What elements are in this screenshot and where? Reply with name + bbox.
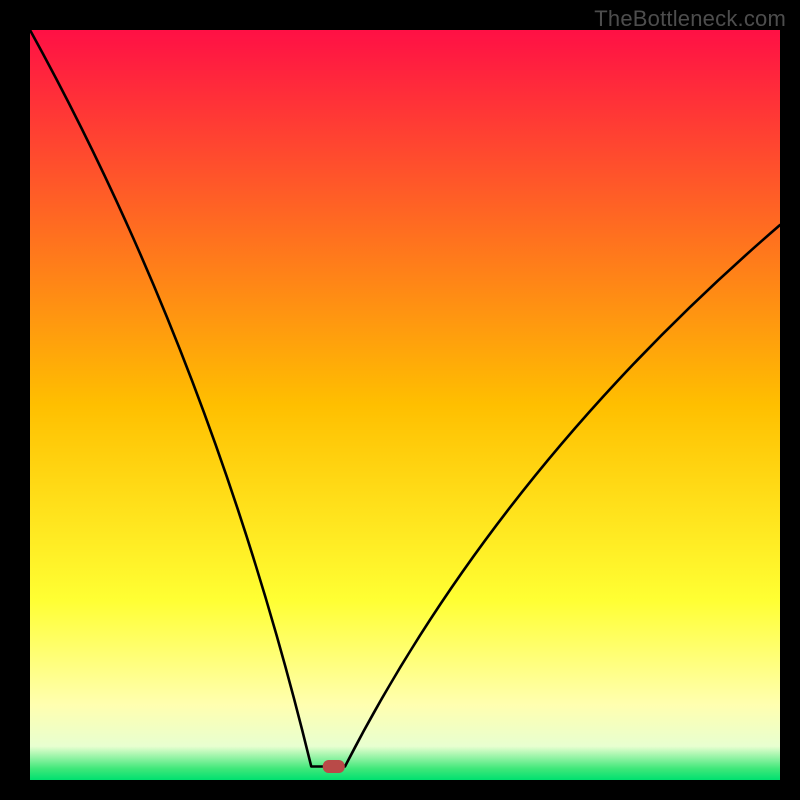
- outer-frame: TheBottleneck.com: [0, 0, 800, 800]
- bottleneck-chart: [0, 0, 800, 800]
- plot-background: [30, 30, 780, 780]
- watermark-label: TheBottleneck.com: [594, 6, 786, 32]
- optimal-marker: [323, 760, 345, 773]
